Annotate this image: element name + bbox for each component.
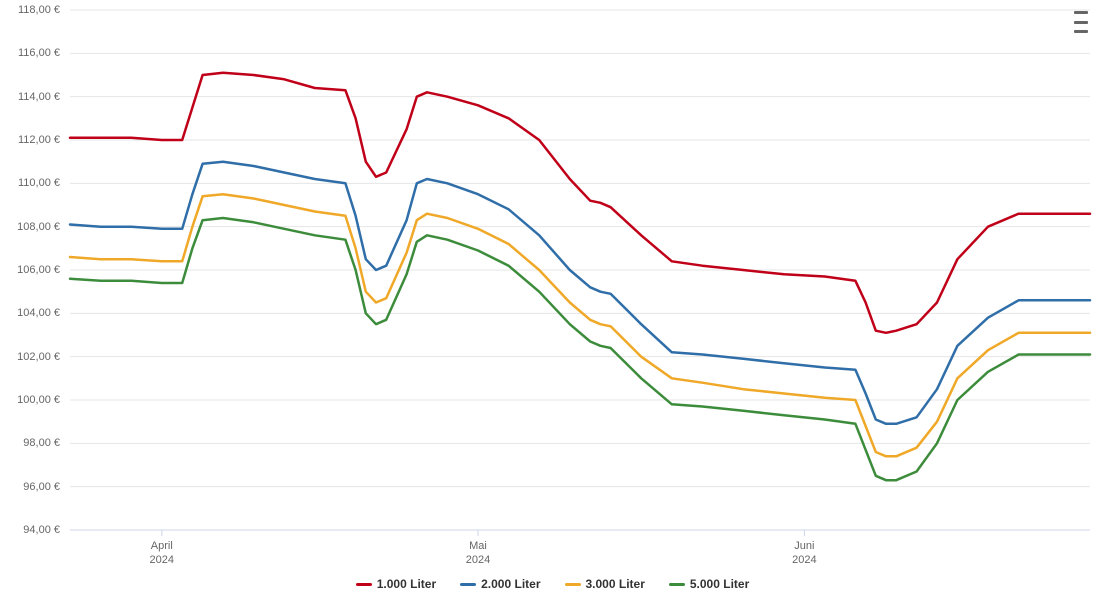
legend-item[interactable]: 3.000 Liter bbox=[565, 577, 645, 591]
legend-label: 1.000 Liter bbox=[377, 577, 436, 591]
line-chart: 94,00 €96,00 €98,00 €100,00 €102,00 €104… bbox=[0, 0, 1105, 603]
series-line-1-000-Liter[interactable] bbox=[70, 73, 1090, 333]
series-line-3-000-Liter[interactable] bbox=[70, 194, 1090, 456]
legend-label: 5.000 Liter bbox=[690, 577, 749, 591]
legend-item[interactable]: 2.000 Liter bbox=[460, 577, 540, 591]
legend-label: 2.000 Liter bbox=[481, 577, 540, 591]
legend-item[interactable]: 5.000 Liter bbox=[669, 577, 749, 591]
legend-swatch bbox=[356, 583, 372, 586]
legend-swatch bbox=[565, 583, 581, 586]
legend-item[interactable]: 1.000 Liter bbox=[356, 577, 436, 591]
legend: 1.000 Liter 2.000 Liter 3.000 Liter 5.000 L… bbox=[0, 575, 1105, 593]
legend-swatch bbox=[669, 583, 685, 586]
legend-swatch bbox=[460, 583, 476, 586]
series-line-2-000-Liter[interactable] bbox=[70, 162, 1090, 424]
legend-label: 3.000 Liter bbox=[586, 577, 645, 591]
series-line-5-000-Liter[interactable] bbox=[70, 218, 1090, 480]
chart-plot-area bbox=[0, 0, 1105, 603]
